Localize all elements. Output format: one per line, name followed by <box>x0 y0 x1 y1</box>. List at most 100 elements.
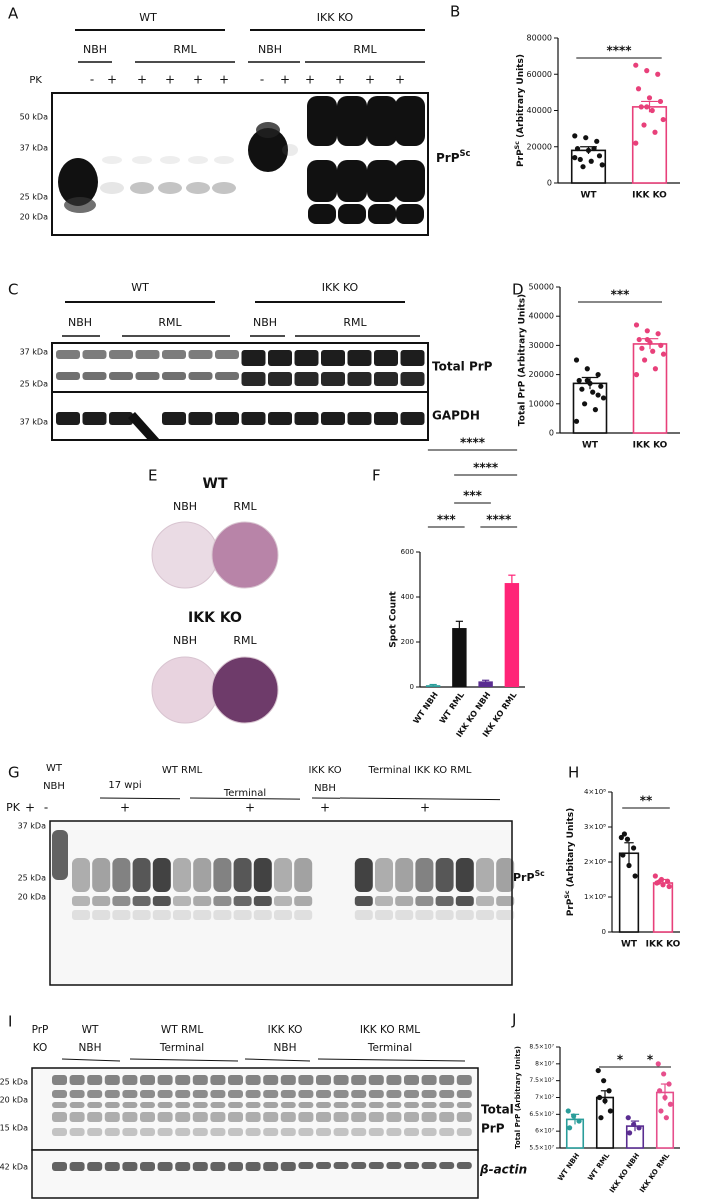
point <box>624 836 631 842</box>
band <box>82 412 107 425</box>
band <box>263 1162 279 1171</box>
band <box>82 372 107 380</box>
point <box>644 68 650 74</box>
band <box>157 1090 173 1098</box>
band <box>87 1102 103 1108</box>
band <box>404 1112 419 1122</box>
band <box>87 1162 103 1171</box>
band <box>173 910 191 920</box>
band <box>347 350 372 366</box>
band <box>122 1075 138 1085</box>
point <box>591 145 597 152</box>
band <box>280 1102 296 1108</box>
band <box>368 1128 384 1136</box>
panel-letter: D <box>512 281 524 299</box>
y-tick-label: 3×10⁸ <box>584 823 606 831</box>
band <box>122 1128 138 1136</box>
band <box>92 896 111 906</box>
band <box>69 1128 85 1136</box>
y-tick-label: 1×10⁸ <box>584 893 606 901</box>
band <box>72 896 90 906</box>
band <box>367 96 397 146</box>
label: 25 kDa <box>20 380 49 389</box>
band <box>92 910 111 920</box>
label: RML <box>233 634 257 647</box>
band <box>263 1102 279 1108</box>
label: A <box>8 5 19 23</box>
label: + <box>365 73 375 87</box>
band <box>162 412 186 425</box>
point <box>641 122 647 128</box>
well <box>151 521 219 589</box>
point <box>572 155 578 161</box>
point <box>583 135 589 141</box>
label: 20 kDa <box>20 213 49 222</box>
point <box>655 331 661 337</box>
point <box>649 107 655 114</box>
point <box>631 1121 637 1128</box>
band <box>233 910 252 920</box>
band <box>263 1090 279 1098</box>
label: PrPSc <box>513 869 545 885</box>
band <box>476 910 494 920</box>
band <box>395 910 414 920</box>
band <box>294 896 313 906</box>
label: 42 kDa <box>0 1163 28 1172</box>
band <box>316 1112 331 1122</box>
band <box>102 156 122 164</box>
band <box>435 858 454 892</box>
point <box>584 366 590 372</box>
band <box>280 1075 296 1085</box>
band <box>435 910 454 920</box>
point <box>658 342 664 348</box>
label: + <box>245 801 255 815</box>
label: + <box>120 801 130 815</box>
band <box>421 1090 437 1098</box>
label: + <box>420 801 430 815</box>
band <box>193 858 212 892</box>
point <box>595 392 601 398</box>
band <box>404 1090 419 1098</box>
band <box>298 1162 314 1169</box>
significance-label: * <box>617 1053 624 1067</box>
band <box>351 1112 367 1122</box>
band <box>210 1102 226 1108</box>
label: Terminal <box>223 788 266 799</box>
label: WT <box>46 763 63 774</box>
error-bar <box>641 100 658 113</box>
band <box>52 1102 67 1108</box>
point <box>660 116 666 123</box>
band <box>157 1075 173 1085</box>
rule <box>317 1058 466 1062</box>
band <box>152 858 171 892</box>
band <box>69 1102 85 1108</box>
point <box>652 873 658 879</box>
band <box>241 350 266 366</box>
label: RML <box>173 43 197 56</box>
point <box>655 879 662 885</box>
point <box>576 1118 582 1124</box>
label: PrP <box>481 1122 505 1136</box>
band <box>87 1090 103 1098</box>
band <box>192 1090 208 1098</box>
band <box>69 1112 85 1122</box>
x-tick-label: IKK KO <box>633 441 668 451</box>
band <box>333 1075 349 1085</box>
band <box>354 896 373 906</box>
band <box>192 1128 208 1136</box>
band <box>316 1075 331 1085</box>
label-part: Sc <box>564 890 571 899</box>
band <box>214 156 234 164</box>
point <box>660 351 667 357</box>
band <box>241 372 266 386</box>
band <box>69 1075 85 1085</box>
y-tick-label: 40000 <box>529 312 554 321</box>
panel-letter: B <box>450 3 460 21</box>
band <box>215 372 239 380</box>
band <box>354 910 373 920</box>
point <box>636 1125 642 1131</box>
label: PK <box>6 801 21 814</box>
band <box>213 858 232 892</box>
label: IKK KO <box>308 765 341 776</box>
y-tick-label: 60000 <box>527 70 552 79</box>
